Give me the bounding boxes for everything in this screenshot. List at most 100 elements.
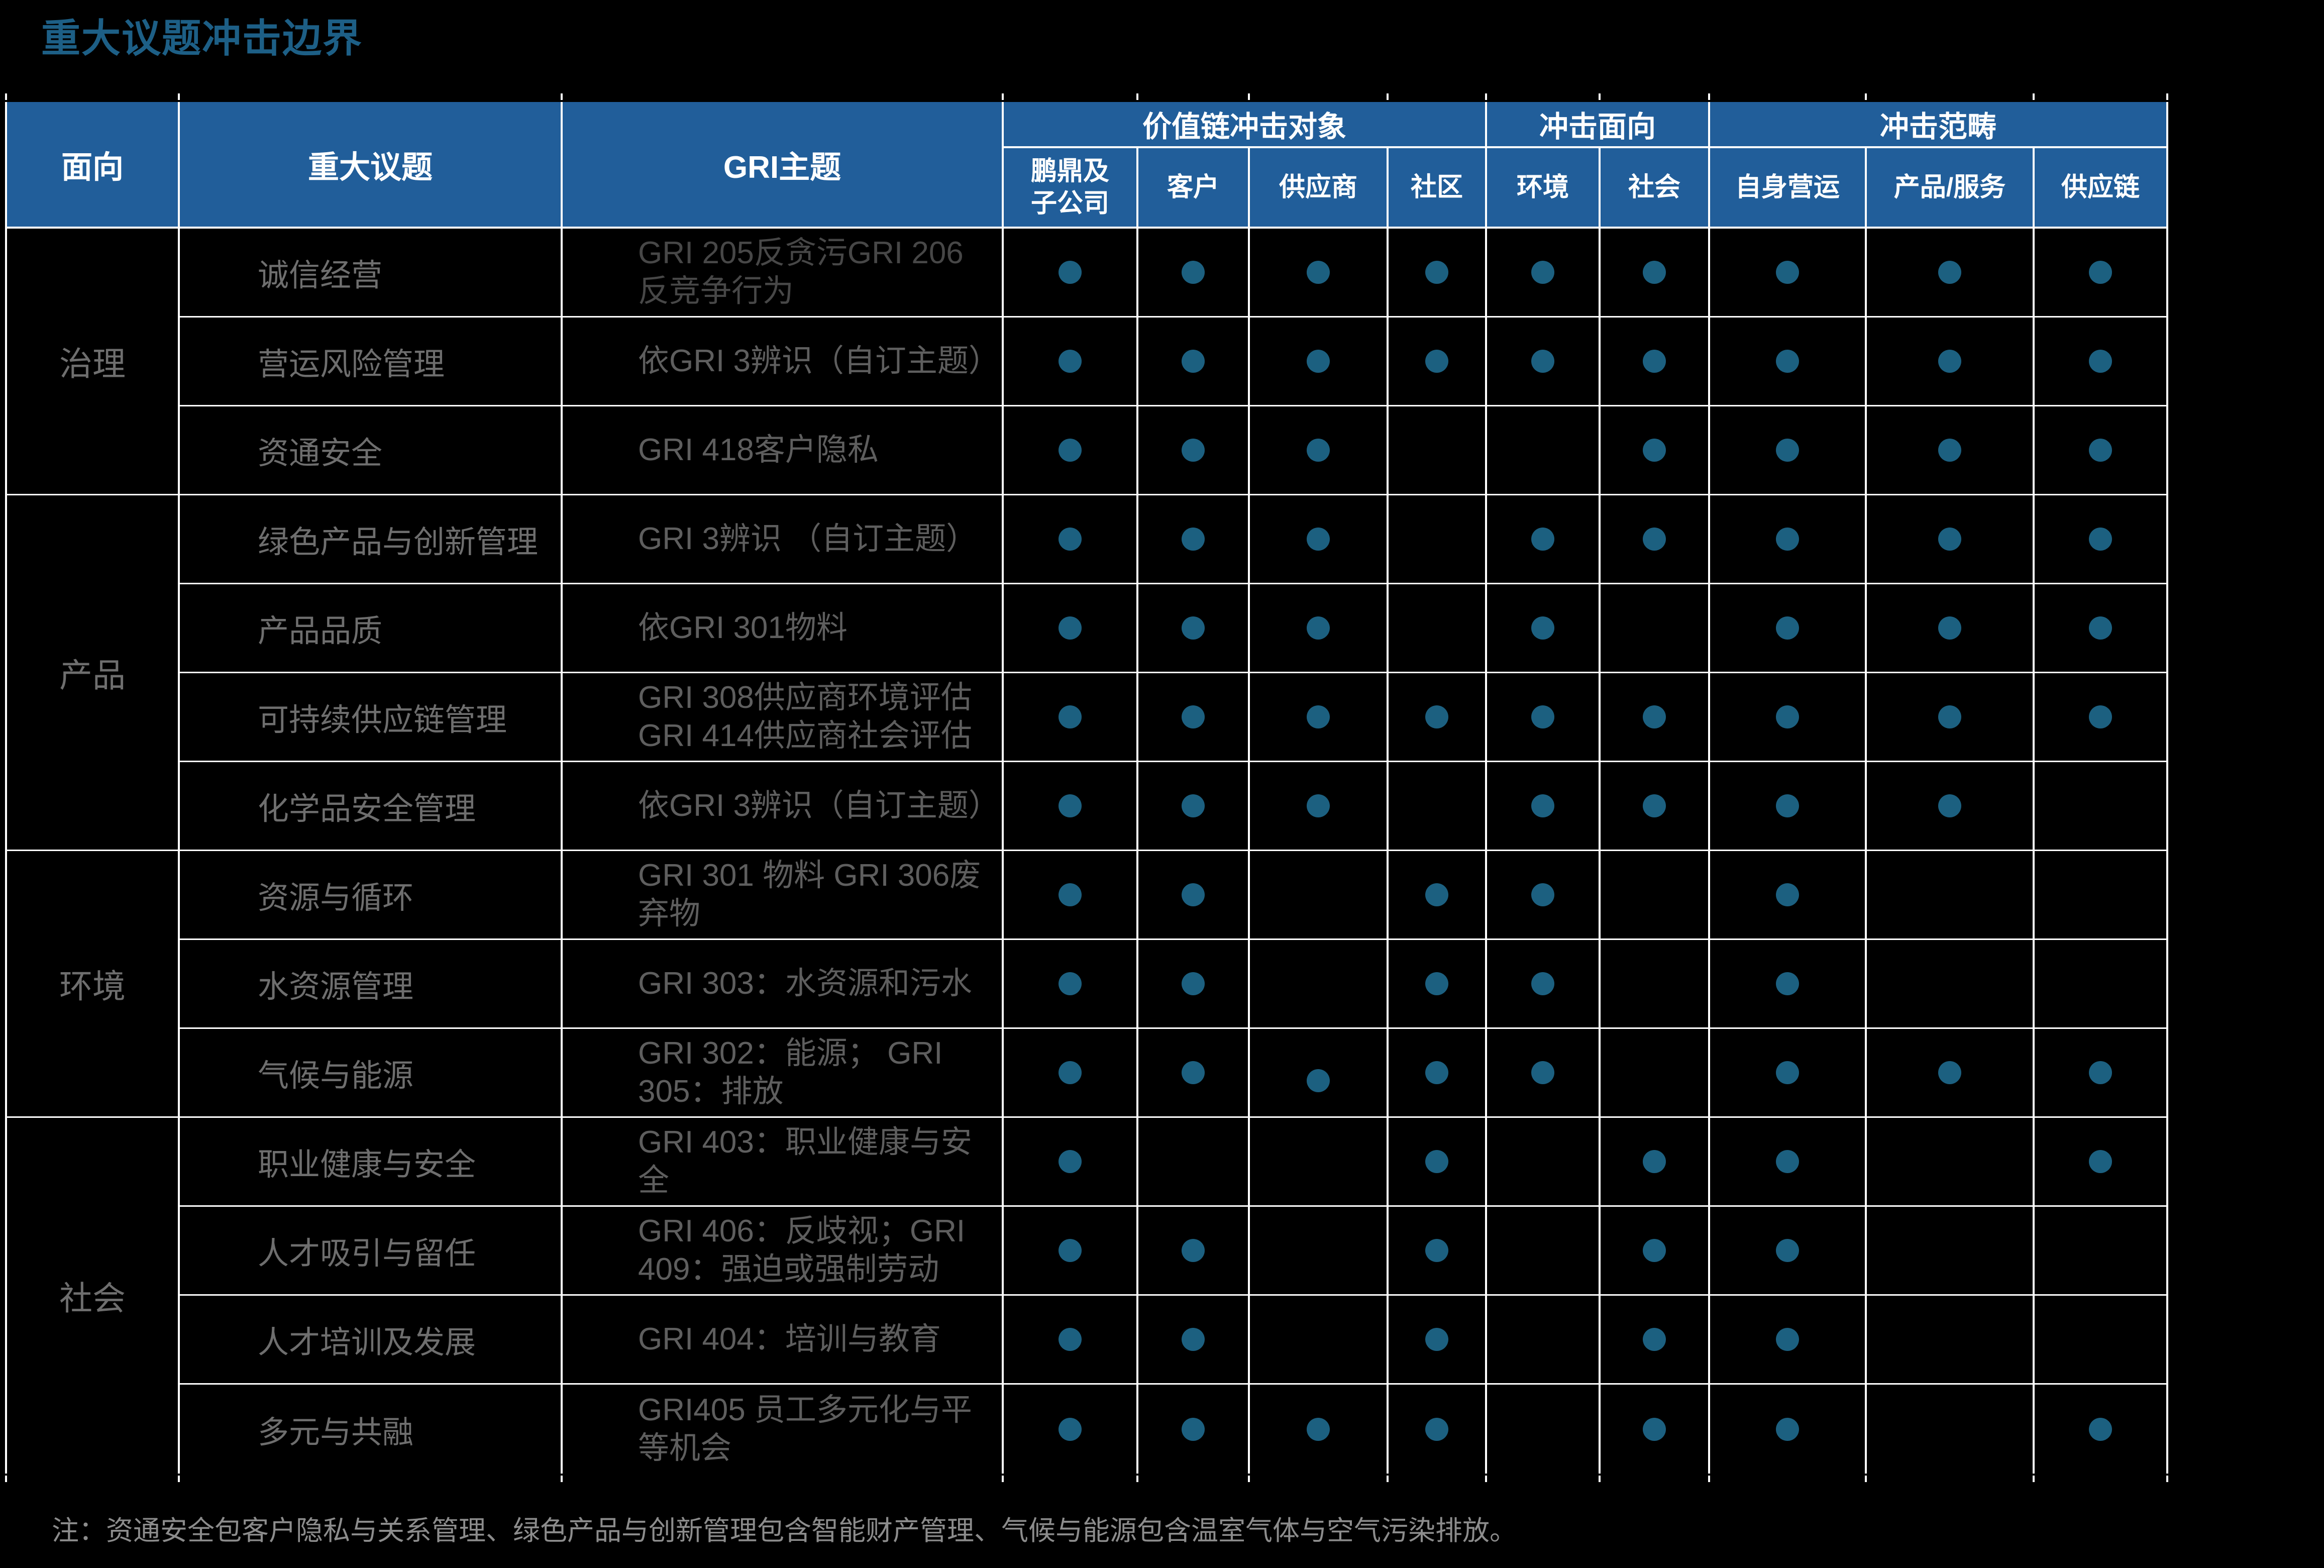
gri-cell: GRI 418客户隐私 [563,406,1004,495]
impact-cell [1867,673,2035,762]
impact-cell [1250,1385,1389,1474]
gridline-tick [561,93,563,100]
gridline-tick [2033,93,2035,100]
impact-dot [1182,794,1205,817]
impact-cell [1487,1385,1601,1474]
gridline-tick [1485,1476,1487,1482]
impact-cell [1867,584,2035,673]
impact-dot [1425,972,1448,995]
topic-cell: 气候与能源 [180,1029,563,1118]
impact-cell [1004,762,1138,851]
impact-cell [1250,673,1389,762]
impact-dot [1643,1150,1666,1173]
impact-cell [1710,762,1867,851]
header-subcolumn-label: 自身营运 [1710,148,1867,229]
impact-cell [1601,673,1710,762]
impact-cell [1867,940,2035,1029]
topic-cell: 人才吸引与留任 [180,1207,563,1296]
gridline-tick [5,93,7,100]
impact-dot [1182,705,1205,728]
impact-cell [1487,1296,1601,1385]
gri-cell: GRI 308供应商环境评估 GRI 414供应商社会评估 [563,673,1004,762]
impact-cell [1487,1118,1601,1207]
impact-dot [1059,1417,1082,1441]
impact-cell [1601,406,1710,495]
impact-cell [2035,584,2168,673]
impact-cell [1138,229,1250,318]
gri-cell: 依GRI 3辨识（自订主题） [563,762,1004,851]
topic-cell: 水资源管理 [180,940,563,1029]
topic-cell: 产品品质 [180,584,563,673]
topic-cell: 职业健康与安全 [180,1118,563,1207]
gri-cell: GRI 3辨识 （自订主题） [563,495,1004,584]
gri-cell: 依GRI 301物料 [563,584,1004,673]
impact-dot [1182,528,1205,551]
gri-cell: GRI 205反贪污GRI 206 反竞争行为 [563,229,1004,318]
gridline-tick [561,1476,563,1482]
impact-cell [1601,318,1710,406]
gridline-tick [1387,1476,1389,1482]
impact-dot [1776,883,1799,906]
impact-cell [1601,1385,1710,1474]
header-group-label: 冲击面向 [1487,102,1710,148]
impact-cell [1601,584,1710,673]
impact-cell [1389,1296,1487,1385]
impact-cell [2035,1118,2168,1207]
gri-cell: GRI 301 物料 GRI 306废 弃物 [563,851,1004,940]
impact-cell [1710,584,1867,673]
impact-cell [2035,762,2168,851]
impact-dot [2089,1150,2112,1173]
header-subcolumn-label: 社会 [1601,148,1710,229]
impact-cell [1138,318,1250,406]
materiality-table: 面向 重大议题 GRI主题 价值链冲击对象 鹏鼎及 子公司 客户 供应商 社区 冲击面向 环境 社会… [5,93,2168,1482]
header-topic-label: 重大议题 [180,102,563,229]
gridline-tick [5,1476,7,1482]
impact-dot [1059,261,1082,284]
impact-dot [1531,350,1554,373]
gridline-tick [1865,93,1867,100]
impact-cell [1710,851,1867,940]
impact-cell [1250,1029,1389,1118]
impact-dot [1776,972,1799,995]
impact-dot [1776,1061,1799,1084]
impact-dot [1531,705,1554,728]
impact-cell [1601,495,1710,584]
gridline-tick [2166,93,2168,100]
impact-cell [1487,229,1601,318]
header-group-label: 价值链冲击对象 [1004,102,1487,148]
impact-cell [1487,851,1601,940]
impact-cell [1389,762,1487,851]
impact-cell [1601,1296,1710,1385]
impact-dot [2089,705,2112,728]
impact-dot [2089,616,2112,640]
aspect-group-cell: 治理 [5,229,180,495]
impact-dot [1425,1417,1448,1441]
impact-cell [1601,1029,1710,1118]
gridline-tick [1136,1476,1138,1482]
impact-cell [1004,406,1138,495]
aspect-group-cell: 环境 [5,851,180,1118]
impact-cell [1487,940,1601,1029]
impact-cell [1710,406,1867,495]
impact-dot [1307,528,1330,551]
page-title: 重大议题冲击边界 [41,16,363,60]
impact-cell [1710,495,1867,584]
impact-cell [1250,762,1389,851]
impact-dot [1182,1417,1205,1441]
impact-cell [1138,1207,1250,1296]
gridline-tick [178,1476,180,1482]
impact-dot [1531,261,1554,284]
impact-dot [1059,1061,1082,1084]
impact-cell [1138,1118,1250,1207]
impact-cell [1250,1118,1389,1207]
impact-cell [1601,1118,1710,1207]
impact-dot [1643,1328,1666,1351]
impact-dot [1531,1061,1554,1084]
header-subcolumn-label: 产品/服务 [1867,148,2035,229]
impact-dot [1531,883,1554,906]
impact-dot [1938,794,1961,817]
gri-cell: GRI 404：培训与教育 [563,1296,1004,1385]
impact-cell [1004,1118,1138,1207]
impact-cell [1389,318,1487,406]
